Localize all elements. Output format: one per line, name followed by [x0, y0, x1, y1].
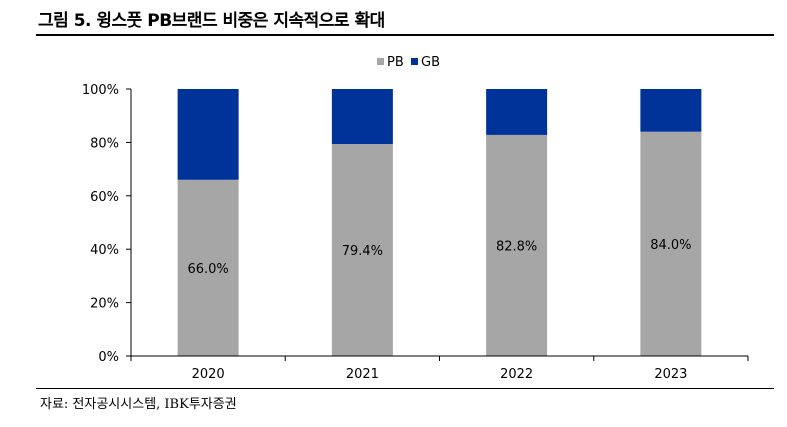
y-tick-label: 80%: [90, 136, 119, 151]
bar-pb-2020: [177, 179, 239, 356]
title-divider: [36, 34, 774, 36]
bar-pb-2021: [331, 144, 393, 356]
x-axis: 2020 2021 2022 2023: [130, 355, 749, 382]
data-label-pb-2021: 79.4%: [342, 244, 383, 259]
footer-divider: [36, 388, 774, 389]
x-tick-label: 2021: [346, 367, 379, 382]
x-tick-label: 2022: [500, 367, 533, 382]
bar-gb-2020: [177, 89, 239, 180]
y-tick-label: 20%: [90, 297, 119, 312]
data-label-pb-2022: 82.8%: [496, 239, 537, 254]
y-tick-label: 0%: [98, 350, 119, 365]
legend: PB GB: [377, 55, 440, 70]
y-tick-label: 100%: [82, 83, 119, 98]
data-label-pb-2023: 84.0%: [650, 238, 691, 253]
bar-gb-2021: [331, 89, 393, 145]
legend-label-pb: PB: [387, 55, 404, 70]
legend-swatch-pb: [377, 58, 384, 65]
x-tick-label: 2020: [192, 367, 225, 382]
chart-title: 그림 5. 윙스풋 PB브랜드 비중은 지속적으로 확대: [38, 11, 385, 31]
bar-gb-2023: [640, 89, 702, 132]
y-tick-label: 60%: [90, 190, 119, 205]
bars: 66.0% 79.4% 82.8% 84.0%: [177, 89, 702, 356]
source-note: 자료: 전자공시시스템, IBK투자증권: [40, 397, 237, 412]
bar-pb-2023: [640, 131, 702, 356]
x-tick-label: 2023: [654, 367, 687, 382]
data-label-pb-2020: 66.0%: [187, 262, 228, 277]
bar-pb-2022: [486, 134, 548, 356]
bar-gb-2022: [486, 89, 548, 135]
legend-swatch-gb: [411, 58, 418, 65]
y-tick-label: 40%: [90, 243, 119, 258]
y-axis: 0% 20% 40% 60% 80% 100%: [82, 83, 132, 365]
legend-label-gb: GB: [421, 55, 440, 70]
